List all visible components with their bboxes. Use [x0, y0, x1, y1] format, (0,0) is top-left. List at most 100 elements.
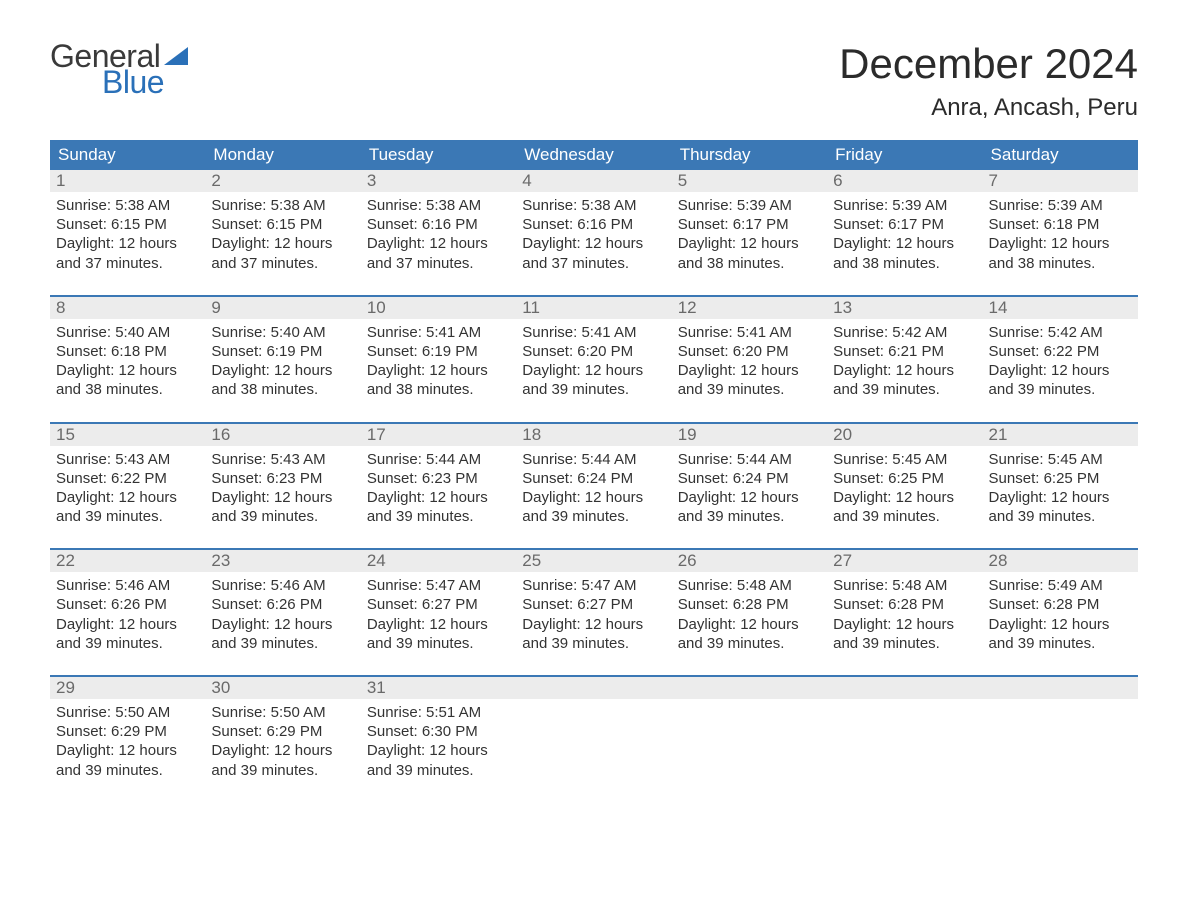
sunset-line: Sunset: 6:16 PM	[522, 215, 665, 234]
day-number: 13	[827, 297, 982, 319]
day-number: 1	[50, 170, 205, 192]
calendar-week: 1Sunrise: 5:38 AMSunset: 6:15 PMDaylight…	[50, 170, 1138, 273]
daylight-line: Daylight: 12 hours and 39 minutes.	[522, 361, 665, 399]
sunset-line: Sunset: 6:18 PM	[989, 215, 1132, 234]
day-number: 14	[983, 297, 1138, 319]
calendar-day: 8Sunrise: 5:40 AMSunset: 6:18 PMDaylight…	[50, 297, 205, 400]
day-number: .	[516, 677, 671, 699]
calendar-day: 6Sunrise: 5:39 AMSunset: 6:17 PMDaylight…	[827, 170, 982, 273]
sunrise-line: Sunrise: 5:38 AM	[367, 196, 510, 215]
sunset-line: Sunset: 6:28 PM	[989, 595, 1132, 614]
day-number: 27	[827, 550, 982, 572]
day-content: Sunrise: 5:38 AMSunset: 6:15 PMDaylight:…	[205, 192, 360, 273]
day-number: .	[983, 677, 1138, 699]
day-content: Sunrise: 5:43 AMSunset: 6:23 PMDaylight:…	[205, 446, 360, 527]
day-number: 20	[827, 424, 982, 446]
sunrise-line: Sunrise: 5:43 AM	[56, 450, 199, 469]
sunset-line: Sunset: 6:30 PM	[367, 722, 510, 741]
calendar-day: 21Sunrise: 5:45 AMSunset: 6:25 PMDayligh…	[983, 424, 1138, 527]
daylight-line: Daylight: 12 hours and 39 minutes.	[367, 741, 510, 779]
sunrise-line: Sunrise: 5:46 AM	[56, 576, 199, 595]
day-content: Sunrise: 5:42 AMSunset: 6:21 PMDaylight:…	[827, 319, 982, 400]
calendar-day: 11Sunrise: 5:41 AMSunset: 6:20 PMDayligh…	[516, 297, 671, 400]
sunrise-line: Sunrise: 5:39 AM	[678, 196, 821, 215]
sunset-line: Sunset: 6:22 PM	[989, 342, 1132, 361]
day-header: Monday	[205, 140, 360, 170]
day-content: Sunrise: 5:46 AMSunset: 6:26 PMDaylight:…	[50, 572, 205, 653]
day-number: 19	[672, 424, 827, 446]
daylight-line: Daylight: 12 hours and 39 minutes.	[211, 615, 354, 653]
day-number: 21	[983, 424, 1138, 446]
day-number: 12	[672, 297, 827, 319]
day-content: Sunrise: 5:48 AMSunset: 6:28 PMDaylight:…	[827, 572, 982, 653]
day-number: 26	[672, 550, 827, 572]
day-content: Sunrise: 5:41 AMSunset: 6:19 PMDaylight:…	[361, 319, 516, 400]
daylight-line: Daylight: 12 hours and 39 minutes.	[56, 488, 199, 526]
day-number: 2	[205, 170, 360, 192]
calendar-grid: SundayMondayTuesdayWednesdayThursdayFrid…	[50, 140, 1138, 780]
calendar-day: 29Sunrise: 5:50 AMSunset: 6:29 PMDayligh…	[50, 677, 205, 780]
calendar-week: 29Sunrise: 5:50 AMSunset: 6:29 PMDayligh…	[50, 675, 1138, 780]
day-content: Sunrise: 5:43 AMSunset: 6:22 PMDaylight:…	[50, 446, 205, 527]
day-number: 5	[672, 170, 827, 192]
calendar-day: 20Sunrise: 5:45 AMSunset: 6:25 PMDayligh…	[827, 424, 982, 527]
calendar-day: 26Sunrise: 5:48 AMSunset: 6:28 PMDayligh…	[672, 550, 827, 653]
sunset-line: Sunset: 6:26 PM	[56, 595, 199, 614]
day-number: 9	[205, 297, 360, 319]
day-content: Sunrise: 5:38 AMSunset: 6:15 PMDaylight:…	[50, 192, 205, 273]
day-content: Sunrise: 5:47 AMSunset: 6:27 PMDaylight:…	[361, 572, 516, 653]
sunset-line: Sunset: 6:25 PM	[989, 469, 1132, 488]
daylight-line: Daylight: 12 hours and 39 minutes.	[367, 488, 510, 526]
sunrise-line: Sunrise: 5:41 AM	[522, 323, 665, 342]
day-content: Sunrise: 5:45 AMSunset: 6:25 PMDaylight:…	[983, 446, 1138, 527]
day-content: Sunrise: 5:41 AMSunset: 6:20 PMDaylight:…	[516, 319, 671, 400]
sunset-line: Sunset: 6:18 PM	[56, 342, 199, 361]
sunrise-line: Sunrise: 5:50 AM	[211, 703, 354, 722]
calendar-day: 19Sunrise: 5:44 AMSunset: 6:24 PMDayligh…	[672, 424, 827, 527]
day-content: Sunrise: 5:44 AMSunset: 6:24 PMDaylight:…	[516, 446, 671, 527]
calendar-day: 31Sunrise: 5:51 AMSunset: 6:30 PMDayligh…	[361, 677, 516, 780]
sunset-line: Sunset: 6:29 PM	[56, 722, 199, 741]
sunset-line: Sunset: 6:25 PM	[833, 469, 976, 488]
sunset-line: Sunset: 6:15 PM	[56, 215, 199, 234]
day-number: 11	[516, 297, 671, 319]
page-header: General Blue December 2024 Anra, Ancash,…	[50, 40, 1138, 122]
day-content: Sunrise: 5:46 AMSunset: 6:26 PMDaylight:…	[205, 572, 360, 653]
calendar-day: 12Sunrise: 5:41 AMSunset: 6:20 PMDayligh…	[672, 297, 827, 400]
day-content: Sunrise: 5:45 AMSunset: 6:25 PMDaylight:…	[827, 446, 982, 527]
day-content: Sunrise: 5:39 AMSunset: 6:17 PMDaylight:…	[827, 192, 982, 273]
sunset-line: Sunset: 6:24 PM	[678, 469, 821, 488]
brand-word2: Blue	[102, 66, 194, 98]
sunrise-line: Sunrise: 5:50 AM	[56, 703, 199, 722]
day-header: Saturday	[983, 140, 1138, 170]
day-content: Sunrise: 5:47 AMSunset: 6:27 PMDaylight:…	[516, 572, 671, 653]
calendar-day: .	[827, 677, 982, 780]
sunrise-line: Sunrise: 5:47 AM	[522, 576, 665, 595]
calendar-day: 5Sunrise: 5:39 AMSunset: 6:17 PMDaylight…	[672, 170, 827, 273]
day-number: 28	[983, 550, 1138, 572]
daylight-line: Daylight: 12 hours and 39 minutes.	[522, 488, 665, 526]
day-number: 17	[361, 424, 516, 446]
daylight-line: Daylight: 12 hours and 39 minutes.	[989, 615, 1132, 653]
sunset-line: Sunset: 6:19 PM	[211, 342, 354, 361]
day-number: 18	[516, 424, 671, 446]
sunset-line: Sunset: 6:23 PM	[211, 469, 354, 488]
day-content: Sunrise: 5:50 AMSunset: 6:29 PMDaylight:…	[205, 699, 360, 780]
day-number: 3	[361, 170, 516, 192]
day-number: 7	[983, 170, 1138, 192]
sunset-line: Sunset: 6:27 PM	[522, 595, 665, 614]
calendar-day: 25Sunrise: 5:47 AMSunset: 6:27 PMDayligh…	[516, 550, 671, 653]
daylight-line: Daylight: 12 hours and 38 minutes.	[833, 234, 976, 272]
day-number: 29	[50, 677, 205, 699]
calendar-week: 8Sunrise: 5:40 AMSunset: 6:18 PMDaylight…	[50, 295, 1138, 400]
sunrise-line: Sunrise: 5:45 AM	[989, 450, 1132, 469]
day-content: Sunrise: 5:42 AMSunset: 6:22 PMDaylight:…	[983, 319, 1138, 400]
day-number: .	[827, 677, 982, 699]
day-number: 6	[827, 170, 982, 192]
daylight-line: Daylight: 12 hours and 39 minutes.	[833, 615, 976, 653]
title-block: December 2024 Anra, Ancash, Peru	[839, 40, 1138, 122]
calendar-day: 3Sunrise: 5:38 AMSunset: 6:16 PMDaylight…	[361, 170, 516, 273]
daylight-line: Daylight: 12 hours and 39 minutes.	[678, 488, 821, 526]
sunrise-line: Sunrise: 5:48 AM	[833, 576, 976, 595]
daylight-line: Daylight: 12 hours and 38 minutes.	[678, 234, 821, 272]
